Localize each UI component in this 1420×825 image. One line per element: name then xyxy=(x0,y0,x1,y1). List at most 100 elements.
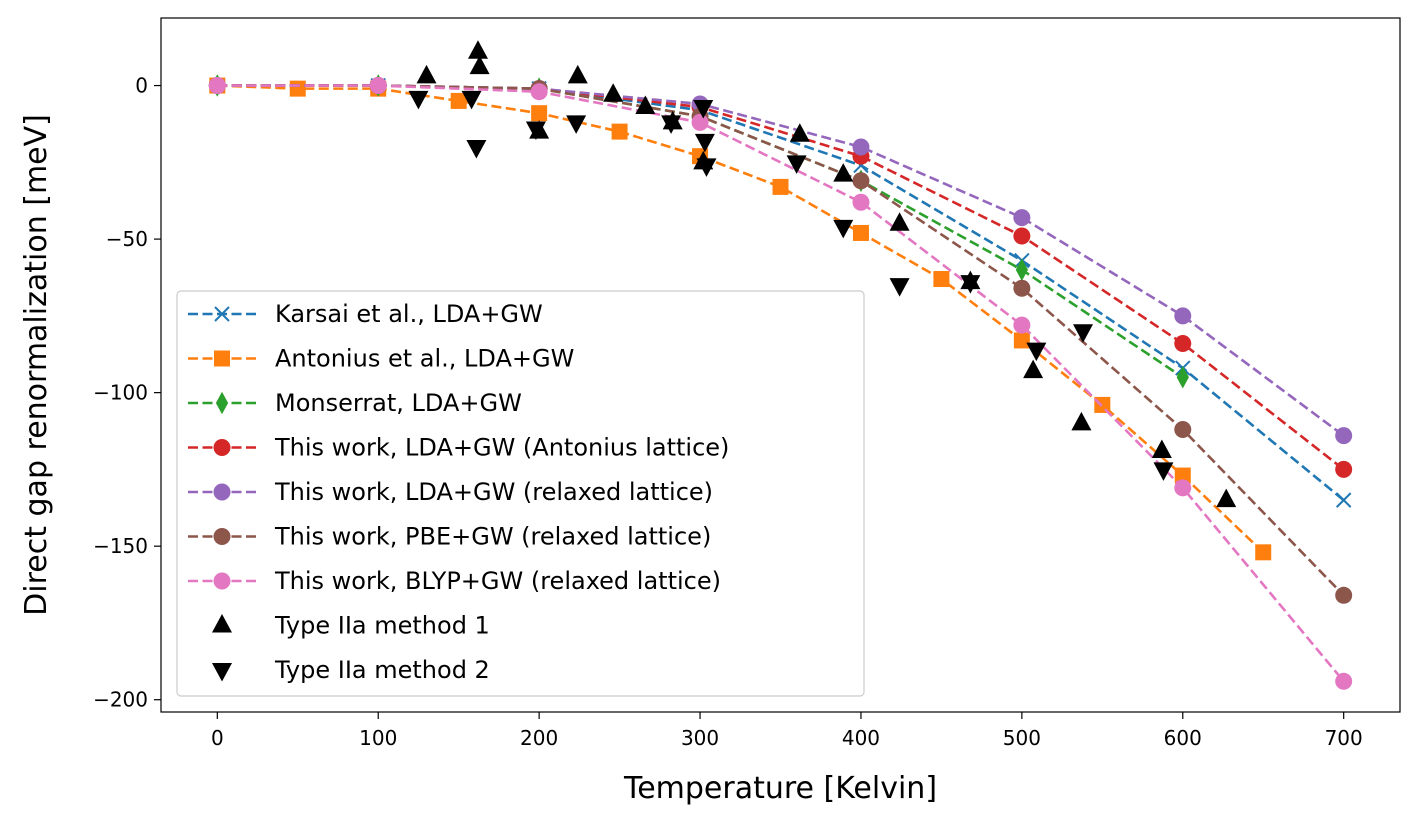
x-tick-label: 400 xyxy=(842,726,880,750)
legend-item: This work, LDA+GW (relaxed lattice) xyxy=(188,478,713,506)
legend: Karsai et al., LDA+GW Antonius et al., LD… xyxy=(176,290,865,697)
plot-area xyxy=(208,40,1353,690)
data-point xyxy=(889,212,910,231)
data-point xyxy=(416,64,437,84)
y-tick-label: 0 xyxy=(135,74,148,98)
data-point xyxy=(408,90,429,110)
legend-label: Karsai et al., LDA+GW xyxy=(275,300,543,328)
data-point xyxy=(214,306,230,322)
data-point xyxy=(933,271,950,288)
data-point xyxy=(611,123,628,140)
data-point xyxy=(1174,335,1192,353)
data-point xyxy=(772,178,789,195)
data-point xyxy=(960,275,981,294)
data-point xyxy=(1013,332,1030,349)
data-point xyxy=(213,572,231,590)
data-point xyxy=(1335,460,1353,478)
x-tick-label: 700 xyxy=(1325,726,1363,750)
data-point xyxy=(1174,420,1192,438)
data-point xyxy=(531,105,548,122)
x-tick-label: 200 xyxy=(520,726,558,750)
data-point xyxy=(696,158,717,177)
data-point xyxy=(450,92,467,109)
data-point xyxy=(566,115,587,134)
legend-item: This work, LDA+GW (Antonius lattice) xyxy=(188,434,729,462)
legend-label: This work, BLYP+GW (relaxed lattice) xyxy=(274,567,721,595)
data-point xyxy=(661,115,682,134)
data-point xyxy=(1026,342,1047,362)
data-point xyxy=(1151,439,1172,458)
data-point xyxy=(530,83,548,101)
x-tick-label: 300 xyxy=(681,726,719,750)
data-point xyxy=(789,123,810,142)
legend-label: This work, PBE+GW (relaxed lattice) xyxy=(274,523,711,551)
data-point xyxy=(852,193,870,211)
data-point xyxy=(1013,279,1031,297)
data-point xyxy=(212,614,232,633)
data-point xyxy=(1023,359,1044,379)
x-tick-label: 500 xyxy=(1003,726,1041,750)
x-tick-label: 600 xyxy=(1164,726,1202,750)
data-point xyxy=(1174,467,1191,484)
data-point xyxy=(467,40,488,59)
y-tick-label: −200 xyxy=(93,688,148,712)
series-7 xyxy=(416,40,1237,508)
data-point xyxy=(1335,672,1353,690)
y-axis-label: Direct gap renormalization [meV] xyxy=(19,114,54,616)
data-point xyxy=(1335,492,1352,508)
data-point xyxy=(1174,479,1192,497)
data-point xyxy=(215,391,229,415)
x-tick-label: 100 xyxy=(359,726,397,750)
legend-item: Karsai et al., LDA+GW xyxy=(188,300,543,328)
series-line xyxy=(217,84,1345,683)
data-point xyxy=(1013,209,1031,227)
data-point xyxy=(693,100,714,119)
data-point xyxy=(525,121,546,141)
data-point xyxy=(213,439,231,456)
legend-item: This work, PBE+GW (relaxed lattice) xyxy=(188,523,711,551)
legend-label: Antonius et al., LDA+GW xyxy=(275,345,574,373)
data-point xyxy=(1153,462,1174,481)
axes-frame xyxy=(160,17,1401,713)
legend-box xyxy=(176,290,865,697)
data-point xyxy=(369,77,387,95)
data-point xyxy=(213,528,231,545)
data-point xyxy=(852,172,870,190)
legend-item: Type IIa method 1 xyxy=(212,612,490,640)
data-point xyxy=(466,139,487,159)
legend-item: This work, BLYP+GW (relaxed lattice) xyxy=(188,567,721,595)
data-point xyxy=(1071,411,1092,431)
data-point xyxy=(1073,324,1094,343)
data-point xyxy=(833,219,854,239)
data-point xyxy=(567,64,588,84)
legend-item: Type IIa method 2 xyxy=(212,656,490,684)
legend-label: This work, LDA+GW (Antonius lattice) xyxy=(274,434,729,462)
axis-ticks: 0 100 200 300 400 500 600 700 0 −50 −100 −150 −200 xyxy=(93,74,1363,750)
legend-label: Monserrat, LDA+GW xyxy=(275,389,522,417)
data-point xyxy=(635,95,656,115)
data-point xyxy=(214,350,230,367)
data-point xyxy=(603,83,624,102)
legend-label: Type IIa method 1 xyxy=(274,612,490,640)
data-point xyxy=(889,278,910,297)
y-tick-label: −100 xyxy=(93,381,148,405)
data-point xyxy=(1176,366,1189,389)
data-point xyxy=(1015,258,1028,282)
data-point xyxy=(1335,427,1353,445)
data-point xyxy=(691,113,709,131)
legend-item: Antonius et al., LDA+GW xyxy=(188,345,574,373)
data-point xyxy=(469,55,490,75)
data-point xyxy=(694,133,715,153)
data-point xyxy=(1013,316,1031,334)
data-point xyxy=(1335,586,1353,604)
y-tick-label: −150 xyxy=(93,534,148,558)
series-line xyxy=(217,84,1345,502)
data-point xyxy=(1174,307,1192,325)
legend-label: This work, LDA+GW (relaxed lattice) xyxy=(274,478,713,506)
data-point xyxy=(213,483,231,501)
data-point xyxy=(208,77,226,95)
data-point xyxy=(289,80,306,97)
legend-item: Monserrat, LDA+GW xyxy=(188,389,522,417)
data-point xyxy=(212,663,232,682)
